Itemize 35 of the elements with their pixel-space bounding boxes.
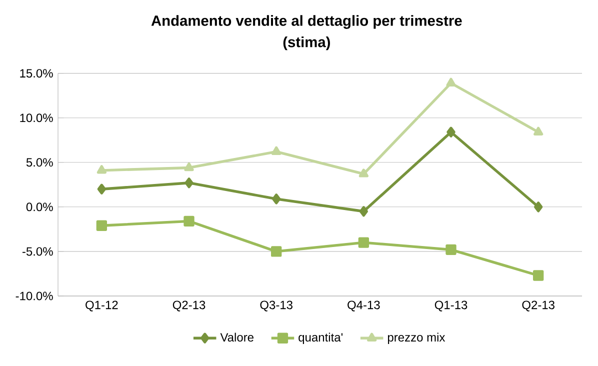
point xyxy=(446,244,456,256)
y-tick-label: 15.0% xyxy=(20,69,53,78)
x-tick-label: Q3-13 xyxy=(260,300,292,312)
x-tick-label: Q2-13 xyxy=(522,300,554,312)
point xyxy=(358,168,368,178)
y-tick-label: -5.0% xyxy=(22,247,53,256)
point xyxy=(446,126,456,138)
x-tick-label: Q1-13 xyxy=(434,300,468,312)
point xyxy=(96,220,108,231)
point xyxy=(534,126,544,136)
point xyxy=(272,194,281,204)
point xyxy=(96,165,106,174)
legend-label: prezzo mix xyxy=(388,332,446,344)
chart-title: Andamento vendite al dettaglio per trimestre xyxy=(151,15,462,29)
point xyxy=(97,184,106,194)
x-tick-label: Q2-13 xyxy=(172,300,206,312)
y-tick-label: 5.0% xyxy=(26,158,53,167)
x-tick-label: Q1-12 xyxy=(86,300,118,312)
y-tick-label: 0.0% xyxy=(26,202,53,212)
point xyxy=(358,237,370,248)
legend-label: quantita' xyxy=(298,332,343,344)
chart-subtitle: (stima) xyxy=(283,36,330,50)
point xyxy=(534,202,543,212)
point xyxy=(184,162,194,172)
y-tick-label: -10.0% xyxy=(16,292,53,300)
y-tick-label: 10.0% xyxy=(20,114,53,122)
point xyxy=(272,146,282,156)
x-tick-label: Q4-13 xyxy=(348,300,380,312)
point xyxy=(446,78,456,86)
point xyxy=(184,216,194,227)
point xyxy=(271,246,282,257)
point xyxy=(184,178,194,188)
point xyxy=(359,206,368,217)
legend-label: Valore xyxy=(220,332,254,342)
point xyxy=(533,270,544,281)
